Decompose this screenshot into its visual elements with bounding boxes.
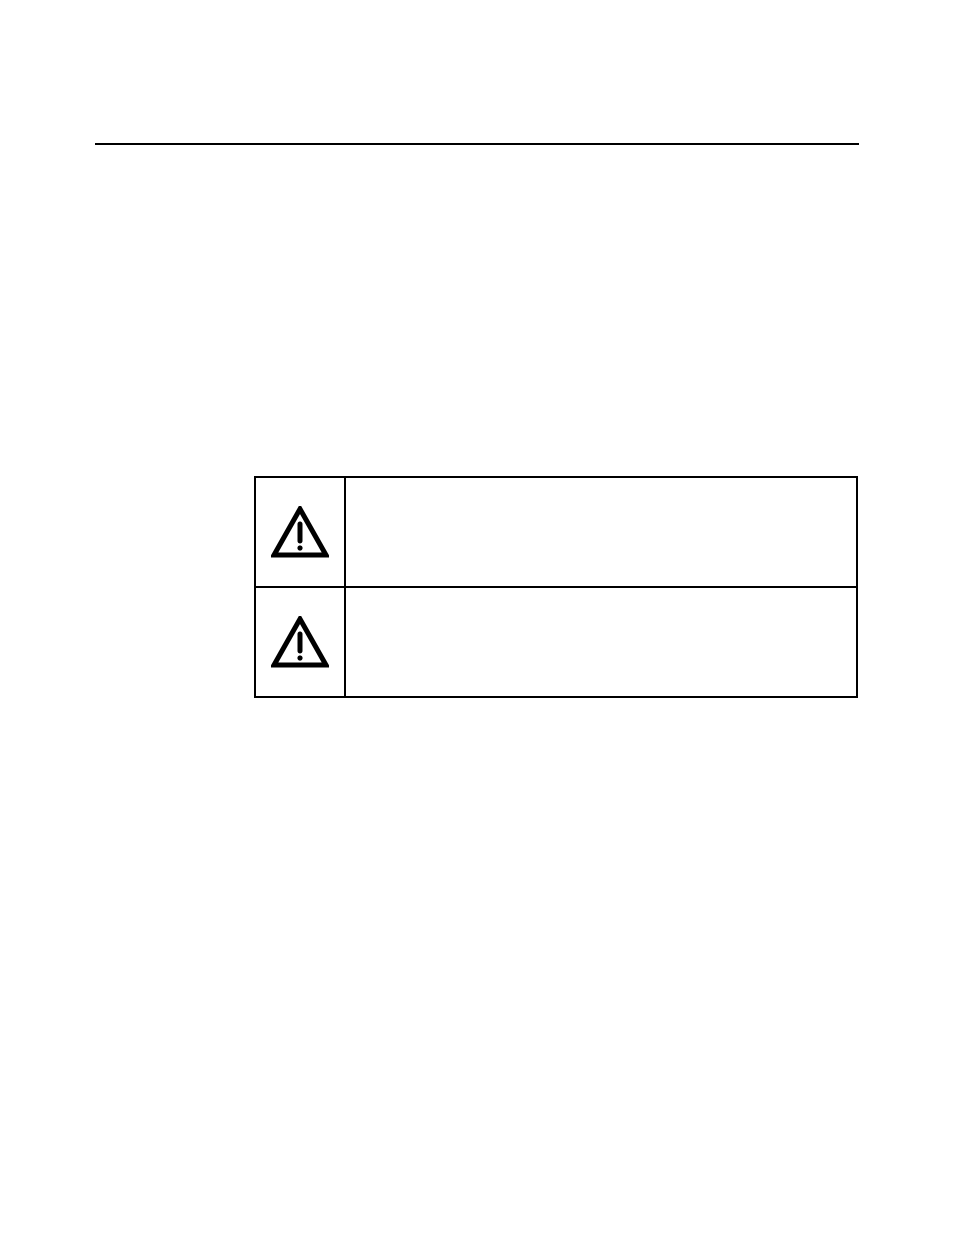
table-row: [255, 477, 857, 587]
warning-icon-cell: [255, 587, 345, 697]
warning-triangle-icon: [271, 506, 329, 558]
warning-table: [254, 476, 858, 698]
table-row: [255, 587, 857, 697]
warning-triangle-icon: [271, 616, 329, 668]
header-divider: [95, 143, 859, 145]
document-page: [0, 0, 954, 1235]
warning-text-cell: [345, 587, 857, 697]
warning-text-cell: [345, 477, 857, 587]
warning-icon-cell: [255, 477, 345, 587]
